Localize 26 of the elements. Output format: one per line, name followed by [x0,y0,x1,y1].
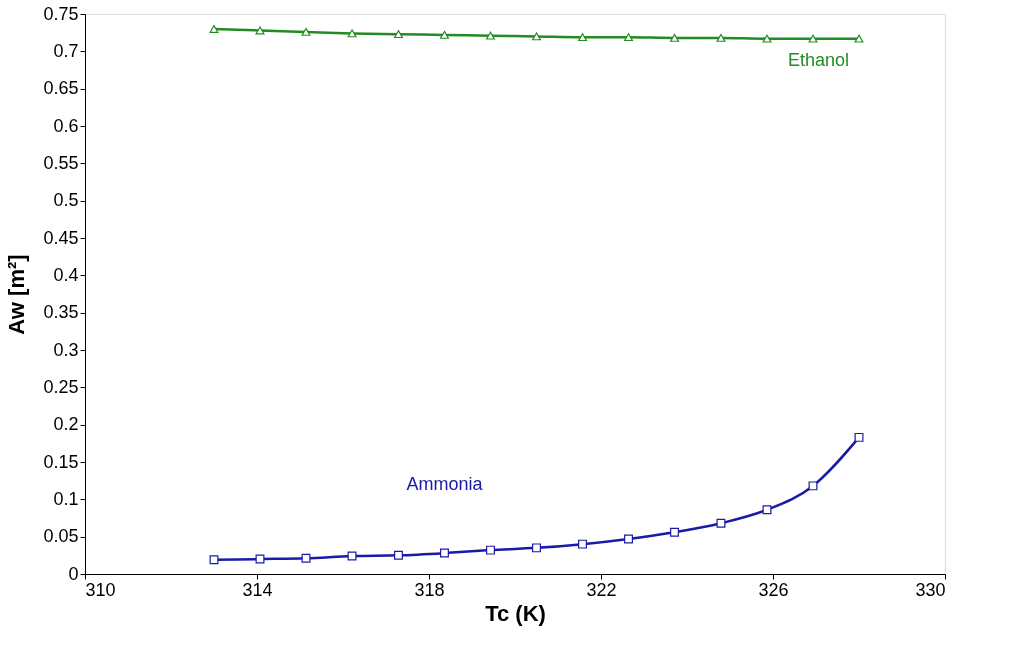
y-tick-label: 0.5 [53,190,79,211]
y-tick-label: 0.15 [43,451,79,472]
y-tick-label: 0.55 [43,152,79,173]
series-label: Ethanol [787,49,850,70]
y-tick-label: 0.65 [43,78,79,99]
x-tick-label: 330 [915,579,946,600]
y-tick-label: 0.75 [43,3,79,24]
text: Ammonia [406,474,484,495]
y-tick-label: 0.7 [53,40,79,61]
y-tick-label: 0.05 [43,526,79,547]
y-tick-label: 0.1 [53,488,79,509]
y-axis-title: Aw [m²] [4,254,30,335]
x-axis-title: Tc (K) [485,600,546,626]
y-tick-label: 0 [68,563,79,584]
x-tick-label: 322 [586,579,617,600]
y-tick-label: 0.3 [53,339,79,360]
y-tick-label: 0.35 [43,302,79,323]
x-tick-label: 318 [414,579,445,600]
x-tick-label: 314 [242,579,273,600]
x-tick-label: 326 [758,579,789,600]
y-tick-label: 0.25 [43,376,79,397]
y-tick-label: 0.4 [53,264,79,285]
x-tick-label: 310 [85,579,116,600]
y-tick-label: 0.6 [53,115,79,136]
y-tick-label: 0.45 [43,227,79,248]
y-tick-label: 0.2 [53,414,79,435]
